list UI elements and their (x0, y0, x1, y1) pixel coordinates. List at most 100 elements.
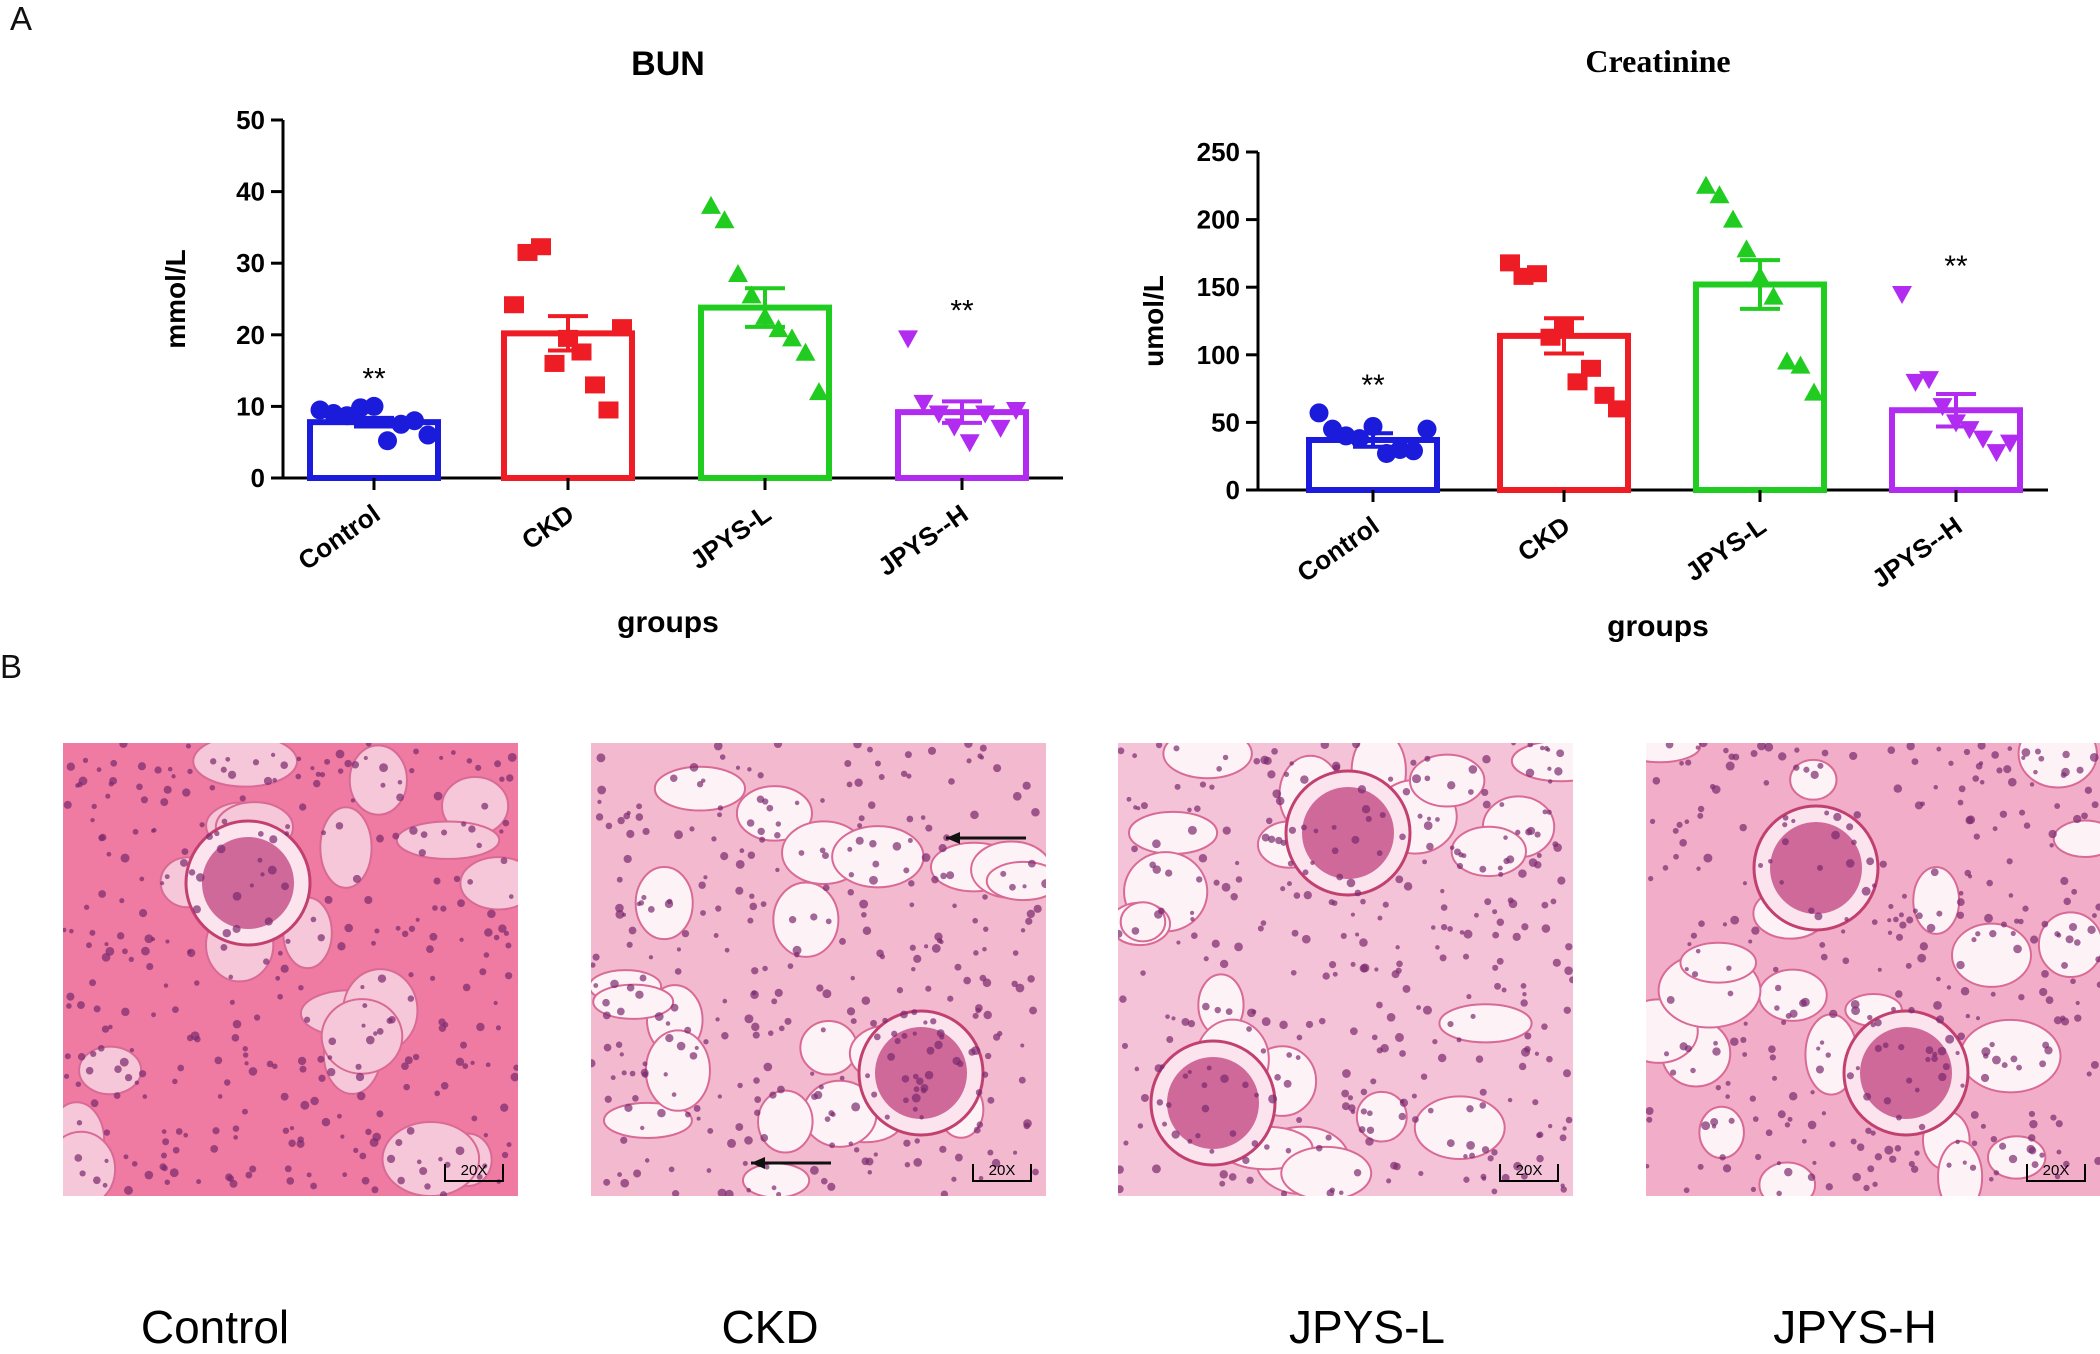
nucleus-dot (657, 1108, 666, 1118)
nucleus-dot (1131, 927, 1140, 935)
nucleus-dot (63, 1073, 70, 1079)
nucleus-dot (1684, 819, 1690, 825)
nucleus-dot (859, 899, 869, 909)
nucleus-dot (1181, 1017, 1190, 1026)
nucleus-dot (502, 819, 510, 827)
nucleus-dot (2053, 1016, 2062, 1025)
nucleus-dot (597, 785, 607, 795)
nucleus-dot (1018, 1076, 1026, 1084)
nucleus-dot (1213, 879, 1220, 886)
nucleus-dot (239, 795, 246, 802)
nucleus-dot (101, 953, 111, 962)
nucleus-dot (904, 1161, 911, 1168)
nucleus-dot (257, 831, 264, 837)
data-point-ckd (504, 296, 524, 314)
nucleus-dot (1027, 975, 1035, 983)
nucleus-dot (1348, 1104, 1356, 1112)
nucleus-dot (1000, 870, 1007, 877)
nucleus-dot (493, 1000, 498, 1006)
nucleus-dot (321, 1117, 331, 1127)
y-tick-label: 40 (236, 177, 265, 207)
nucleus-dot (164, 874, 170, 880)
nucleus-dot (1251, 1140, 1259, 1147)
nucleus-dot (689, 1052, 698, 1060)
nucleus-dot (300, 1100, 310, 1110)
nucleus-dot (2022, 905, 2029, 912)
tubule-lumen (985, 860, 1046, 902)
nucleus-dot (1851, 839, 1857, 846)
nucleus-dot (1842, 957, 1850, 965)
nucleus-dot (228, 974, 234, 980)
nucleus-dot (1209, 784, 1215, 790)
nucleus-dot (1982, 1053, 1989, 1059)
nucleus-dot (696, 1116, 701, 1121)
nucleus-dot (1379, 811, 1386, 819)
nucleus-dot (1742, 881, 1748, 886)
nucleus-dot (628, 926, 637, 935)
nucleus-dot (911, 967, 916, 972)
nucleus-dot (172, 1146, 180, 1154)
nucleus-dot (131, 1161, 138, 1167)
nucleus-dot (206, 833, 213, 841)
tubule-lumen (1438, 1003, 1533, 1044)
nucleus-dot (1453, 848, 1461, 856)
nucleus-dot (1353, 1168, 1362, 1177)
data-point-ckd (585, 376, 605, 394)
nucleus-dot (665, 1021, 671, 1026)
nucleus-dot (2039, 987, 2048, 997)
nucleus-dot (715, 905, 722, 912)
nucleus-dot (619, 1052, 624, 1057)
nucleus-dot (1872, 1181, 1878, 1187)
tubule-lumen (735, 785, 813, 842)
nucleus-dot (506, 1142, 512, 1148)
nucleus-dot (1411, 1093, 1417, 1099)
nucleus-dot (2068, 922, 2078, 932)
nucleus-dot (98, 890, 107, 898)
nucleus-dot (1399, 833, 1406, 841)
nucleus-dot (455, 1057, 465, 1067)
nucleus-dot (987, 1096, 995, 1104)
nucleus-dot (1332, 971, 1338, 977)
nucleus-dot (719, 754, 726, 760)
nucleus-dot (1852, 1172, 1861, 1182)
nucleus-dot (1435, 817, 1440, 822)
nucleus-dot (1695, 745, 1700, 750)
nucleus-dot (1684, 967, 1689, 972)
nucleus-dot (1469, 1152, 1476, 1159)
creatinine-chart: Creatinine 0 50 100 150 200 250 umol/L ** Control… (1138, 43, 2048, 643)
nucleus-dot (500, 857, 508, 865)
nucleus-dot (1402, 788, 1411, 796)
nucleus-dot (850, 1018, 857, 1025)
nucleus-dot (1118, 747, 1125, 755)
nucleus-dot (747, 767, 752, 772)
nucleus-dot (90, 817, 95, 823)
nucleus-dot (1932, 1051, 1938, 1057)
nucleus-dot (878, 774, 885, 780)
nucleus-dot (934, 1040, 943, 1050)
nucleus-dot (1898, 912, 1904, 918)
nucleus-dot (270, 752, 276, 758)
nucleus-dot (144, 934, 154, 944)
nucleus-dot (161, 1129, 167, 1134)
nucleus-dot (306, 1172, 312, 1178)
nucleus-dot (1325, 1134, 1332, 1141)
nucleus-dot (1029, 1006, 1037, 1015)
nucleus-dot (188, 869, 196, 876)
tubule-lumen (634, 866, 694, 941)
nucleus-dot (182, 788, 191, 797)
nucleus-dot (813, 1090, 823, 1100)
nucleus-dot (1557, 876, 1566, 885)
nucleus-dot (1201, 1104, 1210, 1113)
nucleus-dot (416, 1159, 422, 1165)
nucleus-dot (1432, 1039, 1438, 1045)
nucleus-dot (1119, 995, 1127, 1003)
nucleus-dot (2073, 814, 2082, 824)
nucleus-dot (1290, 969, 1297, 976)
nucleus-dot (1715, 1084, 1722, 1091)
nucleus-dot (873, 1033, 881, 1041)
nucleus-dot (1565, 943, 1573, 951)
nucleus-dot (591, 1059, 596, 1068)
nucleus-dot (1911, 758, 1919, 766)
nucleus-dot (931, 875, 939, 884)
nucleus-dot (438, 1018, 446, 1026)
